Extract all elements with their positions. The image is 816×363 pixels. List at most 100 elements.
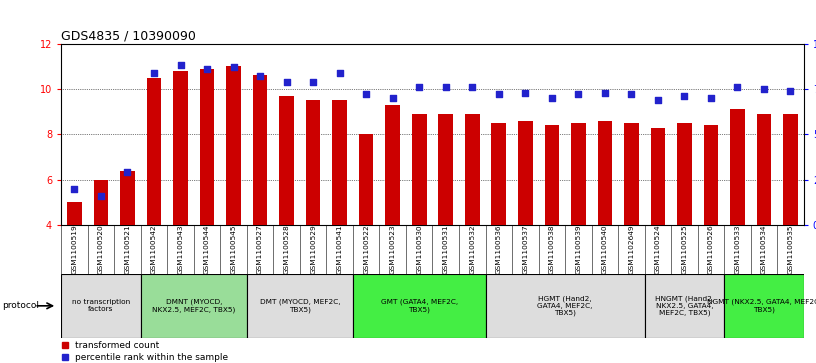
Text: percentile rank within the sample: percentile rank within the sample [74, 352, 228, 362]
Bar [438, 114, 453, 225]
Bar [200, 69, 215, 225]
Text: GSM1100544: GSM1100544 [204, 225, 210, 274]
Bar [359, 134, 374, 225]
Text: GSM1100523: GSM1100523 [390, 225, 396, 274]
Bar [730, 109, 745, 225]
Bar [253, 75, 268, 225]
Bar [412, 114, 427, 225]
Bar [544, 125, 559, 225]
Text: GSM1100542: GSM1100542 [151, 225, 157, 274]
Point [784, 88, 797, 94]
Point [678, 93, 691, 99]
Bar [226, 66, 241, 225]
Bar [756, 114, 771, 225]
Bar [571, 123, 586, 225]
Point [307, 79, 320, 85]
Point [201, 66, 214, 72]
Point [413, 84, 426, 90]
Text: GSM1100532: GSM1100532 [469, 225, 475, 274]
Point [227, 64, 240, 70]
Text: GMT (GATA4, MEF2C,
TBX5): GMT (GATA4, MEF2C, TBX5) [380, 299, 458, 313]
Text: GSM1100528: GSM1100528 [284, 225, 290, 274]
Text: GSM1100536: GSM1100536 [496, 225, 502, 274]
Point [704, 95, 717, 101]
Text: HGMT (Hand2,
GATA4, MEF2C,
TBX5): HGMT (Hand2, GATA4, MEF2C, TBX5) [538, 295, 592, 316]
Point [625, 91, 638, 97]
Point [519, 90, 532, 95]
Text: GSM1100520: GSM1100520 [98, 225, 104, 274]
Bar [597, 121, 612, 225]
Text: GSM1100537: GSM1100537 [522, 225, 528, 274]
Bar [67, 203, 82, 225]
Text: GSM1100521: GSM1100521 [125, 225, 131, 274]
Text: transformed count: transformed count [74, 341, 159, 350]
Bar [140, 274, 246, 338]
Bar [353, 274, 486, 338]
Point [360, 91, 373, 97]
Point [757, 86, 770, 92]
Text: GDS4835 / 10390090: GDS4835 / 10390090 [61, 29, 196, 42]
Point [95, 193, 108, 199]
Bar [518, 121, 533, 225]
Bar [120, 171, 135, 225]
Point [439, 84, 452, 90]
Point [492, 91, 505, 97]
Point [148, 70, 161, 76]
Text: GSM1100538: GSM1100538 [549, 225, 555, 274]
Text: no transcription
factors: no transcription factors [72, 299, 130, 312]
Bar [385, 105, 400, 225]
Text: NGMT (NKX2.5, GATA4, MEF2C,
TBX5): NGMT (NKX2.5, GATA4, MEF2C, TBX5) [707, 299, 816, 313]
Text: GSM1100527: GSM1100527 [257, 225, 263, 274]
Text: HNGMT (Hand2,
NKX2.5, GATA4,
MEF2C, TBX5): HNGMT (Hand2, NKX2.5, GATA4, MEF2C, TBX5… [655, 295, 714, 316]
Text: GSM1102649: GSM1102649 [628, 225, 634, 274]
Bar [491, 123, 506, 225]
Point [466, 84, 479, 90]
Point [572, 91, 585, 97]
Point [333, 70, 346, 76]
Text: GSM1100541: GSM1100541 [337, 225, 343, 274]
Point [386, 95, 399, 101]
Bar [677, 123, 692, 225]
Text: GSM1100524: GSM1100524 [655, 225, 661, 274]
Text: GSM1100531: GSM1100531 [443, 225, 449, 274]
Text: GSM1100533: GSM1100533 [734, 225, 740, 274]
Text: GSM1100522: GSM1100522 [363, 225, 369, 274]
Bar [486, 274, 645, 338]
Point [731, 84, 744, 90]
Bar [61, 274, 140, 338]
Text: GSM1100535: GSM1100535 [787, 225, 793, 274]
Point [68, 186, 81, 192]
Bar [306, 100, 321, 225]
Bar [332, 100, 347, 225]
Text: GSM1100519: GSM1100519 [72, 225, 78, 274]
Bar [624, 123, 639, 225]
Bar [279, 96, 294, 225]
Text: DMT (MYOCD, MEF2C,
TBX5): DMT (MYOCD, MEF2C, TBX5) [259, 299, 340, 313]
Text: GSM1100525: GSM1100525 [681, 225, 687, 274]
Point [651, 97, 664, 103]
Text: DMNT (MYOCD,
NKX2.5, MEF2C, TBX5): DMNT (MYOCD, NKX2.5, MEF2C, TBX5) [152, 299, 236, 313]
Point [121, 170, 134, 175]
Text: GSM1100539: GSM1100539 [575, 225, 581, 274]
Point [174, 62, 187, 68]
Bar [147, 78, 162, 225]
Bar [465, 114, 480, 225]
Point [545, 95, 558, 101]
Bar [703, 125, 718, 225]
Point [280, 79, 293, 85]
Bar [725, 274, 804, 338]
Point [598, 90, 611, 95]
Bar [173, 71, 188, 225]
Bar [783, 114, 798, 225]
Text: GSM1100543: GSM1100543 [178, 225, 184, 274]
Bar [246, 274, 353, 338]
Point [254, 73, 267, 79]
Text: protocol: protocol [2, 301, 39, 310]
Text: GSM1100534: GSM1100534 [761, 225, 767, 274]
Text: GSM1100545: GSM1100545 [231, 225, 237, 274]
Text: GSM1100529: GSM1100529 [310, 225, 316, 274]
Text: GSM1100530: GSM1100530 [416, 225, 422, 274]
Text: GSM1100526: GSM1100526 [708, 225, 714, 274]
Text: GSM1100540: GSM1100540 [602, 225, 608, 274]
Bar [645, 274, 725, 338]
